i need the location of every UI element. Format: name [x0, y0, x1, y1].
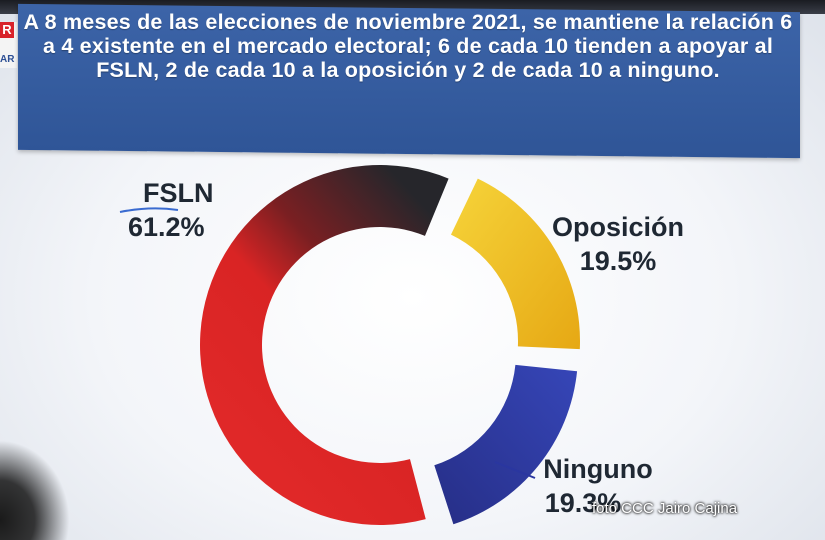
fsln-underline-stroke	[119, 207, 179, 213]
ninguno-leader-line	[494, 461, 536, 479]
donut-slice-fsln	[200, 165, 449, 525]
label-fsln-value: 61.2%	[128, 212, 205, 242]
logo-text: AR	[0, 54, 15, 65]
label-fsln-name: FSLN	[143, 178, 214, 208]
photo-credit: foto CCC Jairo Cajina	[592, 500, 738, 517]
logo-mark: R	[0, 22, 14, 38]
donut-slice-ninguno	[434, 364, 578, 525]
label-ninguno-value: 19.3%	[544, 488, 622, 518]
label-oposicion-name: Oposición	[551, 212, 684, 242]
header-text: A 8 meses de las elecciones de noviembre…	[23, 10, 793, 82]
foreground-shadow	[0, 440, 70, 540]
label-oposicion-value: 19.5%	[579, 246, 657, 276]
donut-slice-oposicin	[450, 178, 580, 350]
label-ninguno-name: Ninguno	[543, 454, 653, 484]
